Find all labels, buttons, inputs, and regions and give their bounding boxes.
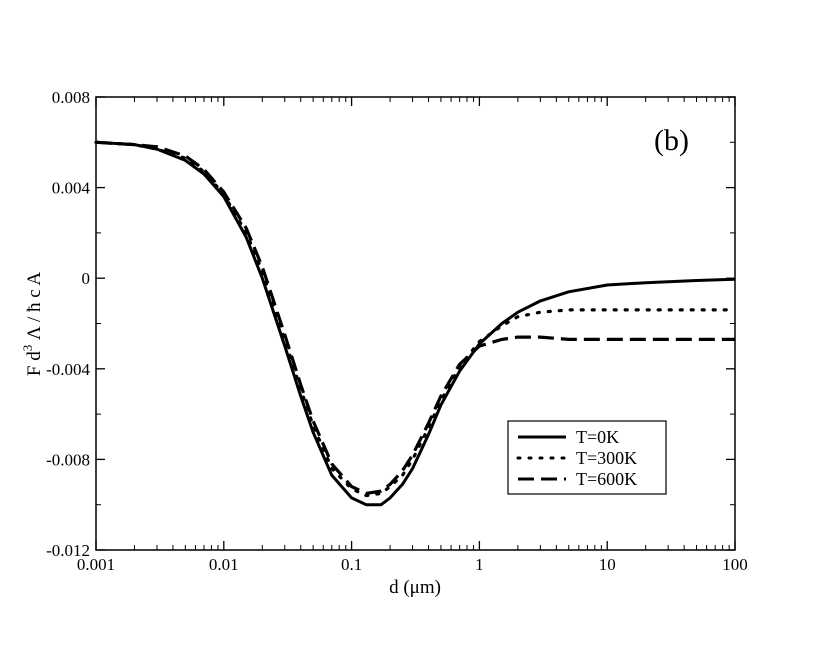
x-tick-label: 10 bbox=[599, 555, 616, 574]
x-tick-label: 1 bbox=[475, 555, 484, 574]
y-tick-label: -0.008 bbox=[46, 450, 90, 469]
x-tick-label: 0.01 bbox=[209, 555, 239, 574]
series-lines bbox=[94, 140, 737, 507]
y-axis-label-rest: Λ / ħ c A bbox=[24, 272, 45, 345]
y-axis-label: F d3 Λ / ħ c A bbox=[20, 272, 45, 377]
y-axis-label-sup: 3 bbox=[20, 345, 35, 352]
legend-label-1: T=300K bbox=[576, 448, 637, 468]
legend-label-2: T=600K bbox=[576, 469, 637, 489]
x-tick-label: 0.1 bbox=[341, 555, 362, 574]
y-tick-label: -0.012 bbox=[46, 541, 90, 560]
y-tick-label: 0.004 bbox=[52, 179, 91, 198]
annotation-label: (b) bbox=[654, 124, 689, 157]
y-axis-label-base: F d bbox=[24, 351, 45, 376]
x-axis-label: d (μm) bbox=[389, 577, 441, 598]
y-tick-label: -0.004 bbox=[46, 360, 90, 379]
ticks bbox=[95, 96, 736, 551]
legend-label-0: T=0K bbox=[576, 427, 619, 447]
x-tick-label: 0.001 bbox=[77, 555, 115, 574]
series-line-2 bbox=[95, 140, 735, 495]
series-line-1 bbox=[94, 140, 737, 498]
x-tick-label: 100 bbox=[722, 555, 748, 574]
tick-labels: 0.001 0.01 0.1 1 10 100 -0.012 -0.008 -0.004 0 0.0… bbox=[46, 88, 748, 574]
series-line-0 bbox=[95, 140, 736, 507]
legend-box bbox=[507, 420, 667, 495]
y-tick-label: 0 bbox=[82, 269, 91, 288]
y-tick-label: 0.008 bbox=[52, 88, 90, 107]
